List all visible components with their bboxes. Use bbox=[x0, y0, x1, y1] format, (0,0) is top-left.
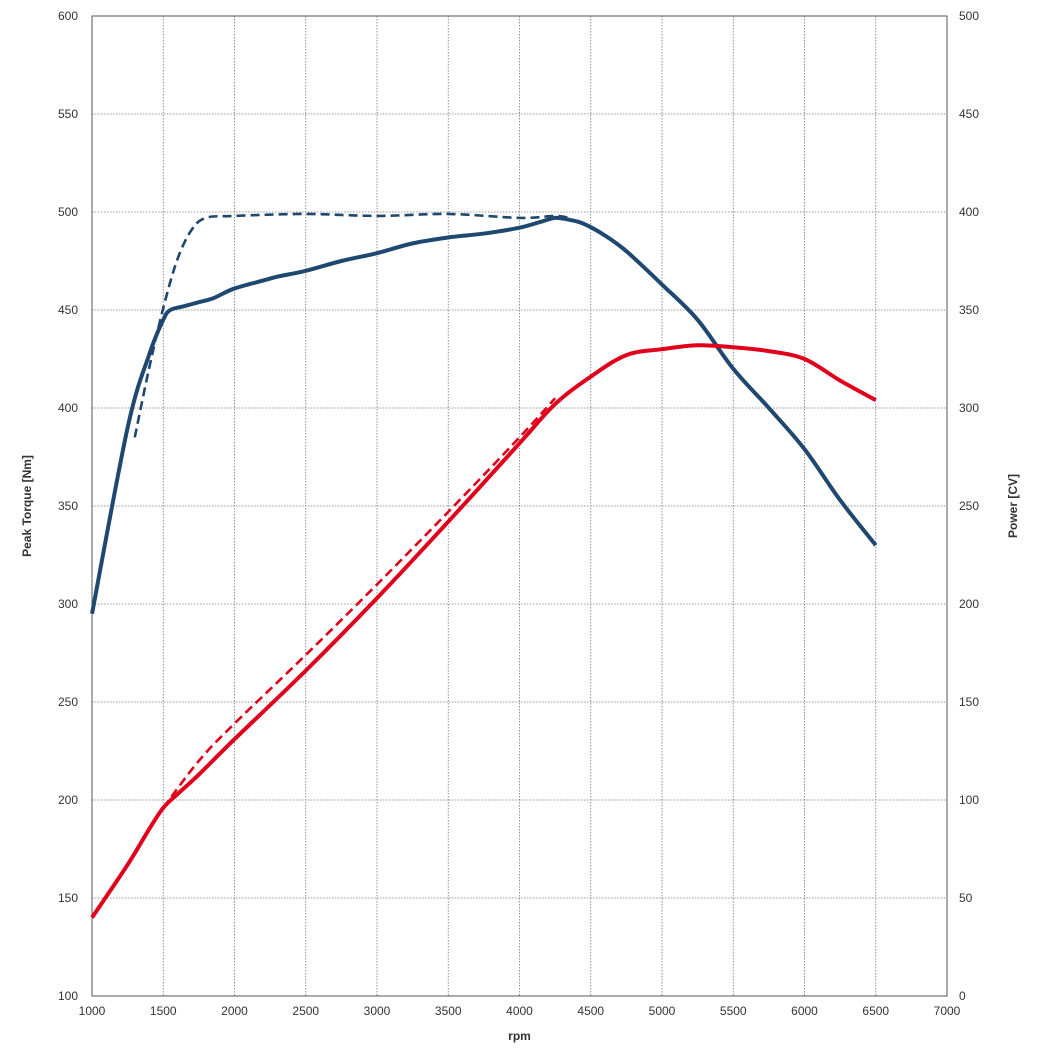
right-y-tick-label: 400 bbox=[959, 205, 979, 219]
x-tick-label: 7000 bbox=[934, 1004, 961, 1018]
x-tick-label: 6500 bbox=[862, 1004, 889, 1018]
right-y-tick-label: 50 bbox=[959, 891, 973, 905]
right-y-tick-label: 500 bbox=[959, 9, 979, 23]
x-tick-label: 4500 bbox=[577, 1004, 604, 1018]
right-y-tick-label: 200 bbox=[959, 597, 979, 611]
left-y-tick-label: 100 bbox=[58, 989, 78, 1003]
left-y-tick-label: 400 bbox=[58, 401, 78, 415]
torque-series-line bbox=[90, 215, 878, 615]
right-y-axis-title: Power [CV] bbox=[1006, 474, 1020, 538]
right-y-tick-label: 300 bbox=[959, 401, 979, 415]
x-tick-label: 1500 bbox=[150, 1004, 177, 1018]
left-y-tick-label: 200 bbox=[58, 793, 78, 807]
x-tick-label: 6000 bbox=[791, 1004, 818, 1018]
x-tick-label: 3000 bbox=[364, 1004, 391, 1018]
x-tick-label: 1000 bbox=[79, 1004, 106, 1018]
left-y-tick-label: 300 bbox=[58, 597, 78, 611]
right-y-tick-label: 450 bbox=[959, 107, 979, 121]
x-tick-label: 2500 bbox=[292, 1004, 319, 1018]
right-y-tick-label: 250 bbox=[959, 499, 979, 513]
left-y-axis-title: Peak Torque [Nm] bbox=[20, 455, 34, 557]
left-y-tick-label: 550 bbox=[58, 107, 78, 121]
left-y-tick-label: 250 bbox=[58, 695, 78, 709]
right-y-tick-label: 100 bbox=[959, 793, 979, 807]
left-y-tick-label: 150 bbox=[58, 891, 78, 905]
tick-labels: 1000 1500 2000 2500 3000 3500 4000 4500 5000 5500… bbox=[58, 9, 979, 1018]
x-tick-label: 3500 bbox=[435, 1004, 462, 1018]
power-series-line bbox=[90, 343, 877, 919]
grid bbox=[92, 16, 947, 996]
power-dashed-series-line bbox=[162, 397, 557, 809]
x-axis-title: rpm bbox=[508, 1029, 531, 1043]
left-y-tick-label: 450 bbox=[58, 303, 78, 317]
left-y-tick-label: 500 bbox=[58, 205, 78, 219]
right-y-tick-label: 150 bbox=[959, 695, 979, 709]
x-tick-label: 4000 bbox=[506, 1004, 533, 1018]
left-y-tick-label: 600 bbox=[58, 9, 78, 23]
right-y-tick-label: 0 bbox=[959, 989, 966, 1003]
series-group bbox=[90, 212, 878, 919]
x-tick-label: 2000 bbox=[221, 1004, 248, 1018]
x-tick-label: 5000 bbox=[649, 1004, 676, 1018]
left-y-tick-label: 350 bbox=[58, 499, 78, 513]
x-tick-label: 5500 bbox=[720, 1004, 747, 1018]
right-y-tick-label: 350 bbox=[959, 303, 979, 317]
torque-dashed-series-line bbox=[133, 212, 570, 438]
plot-frame bbox=[91, 15, 948, 997]
